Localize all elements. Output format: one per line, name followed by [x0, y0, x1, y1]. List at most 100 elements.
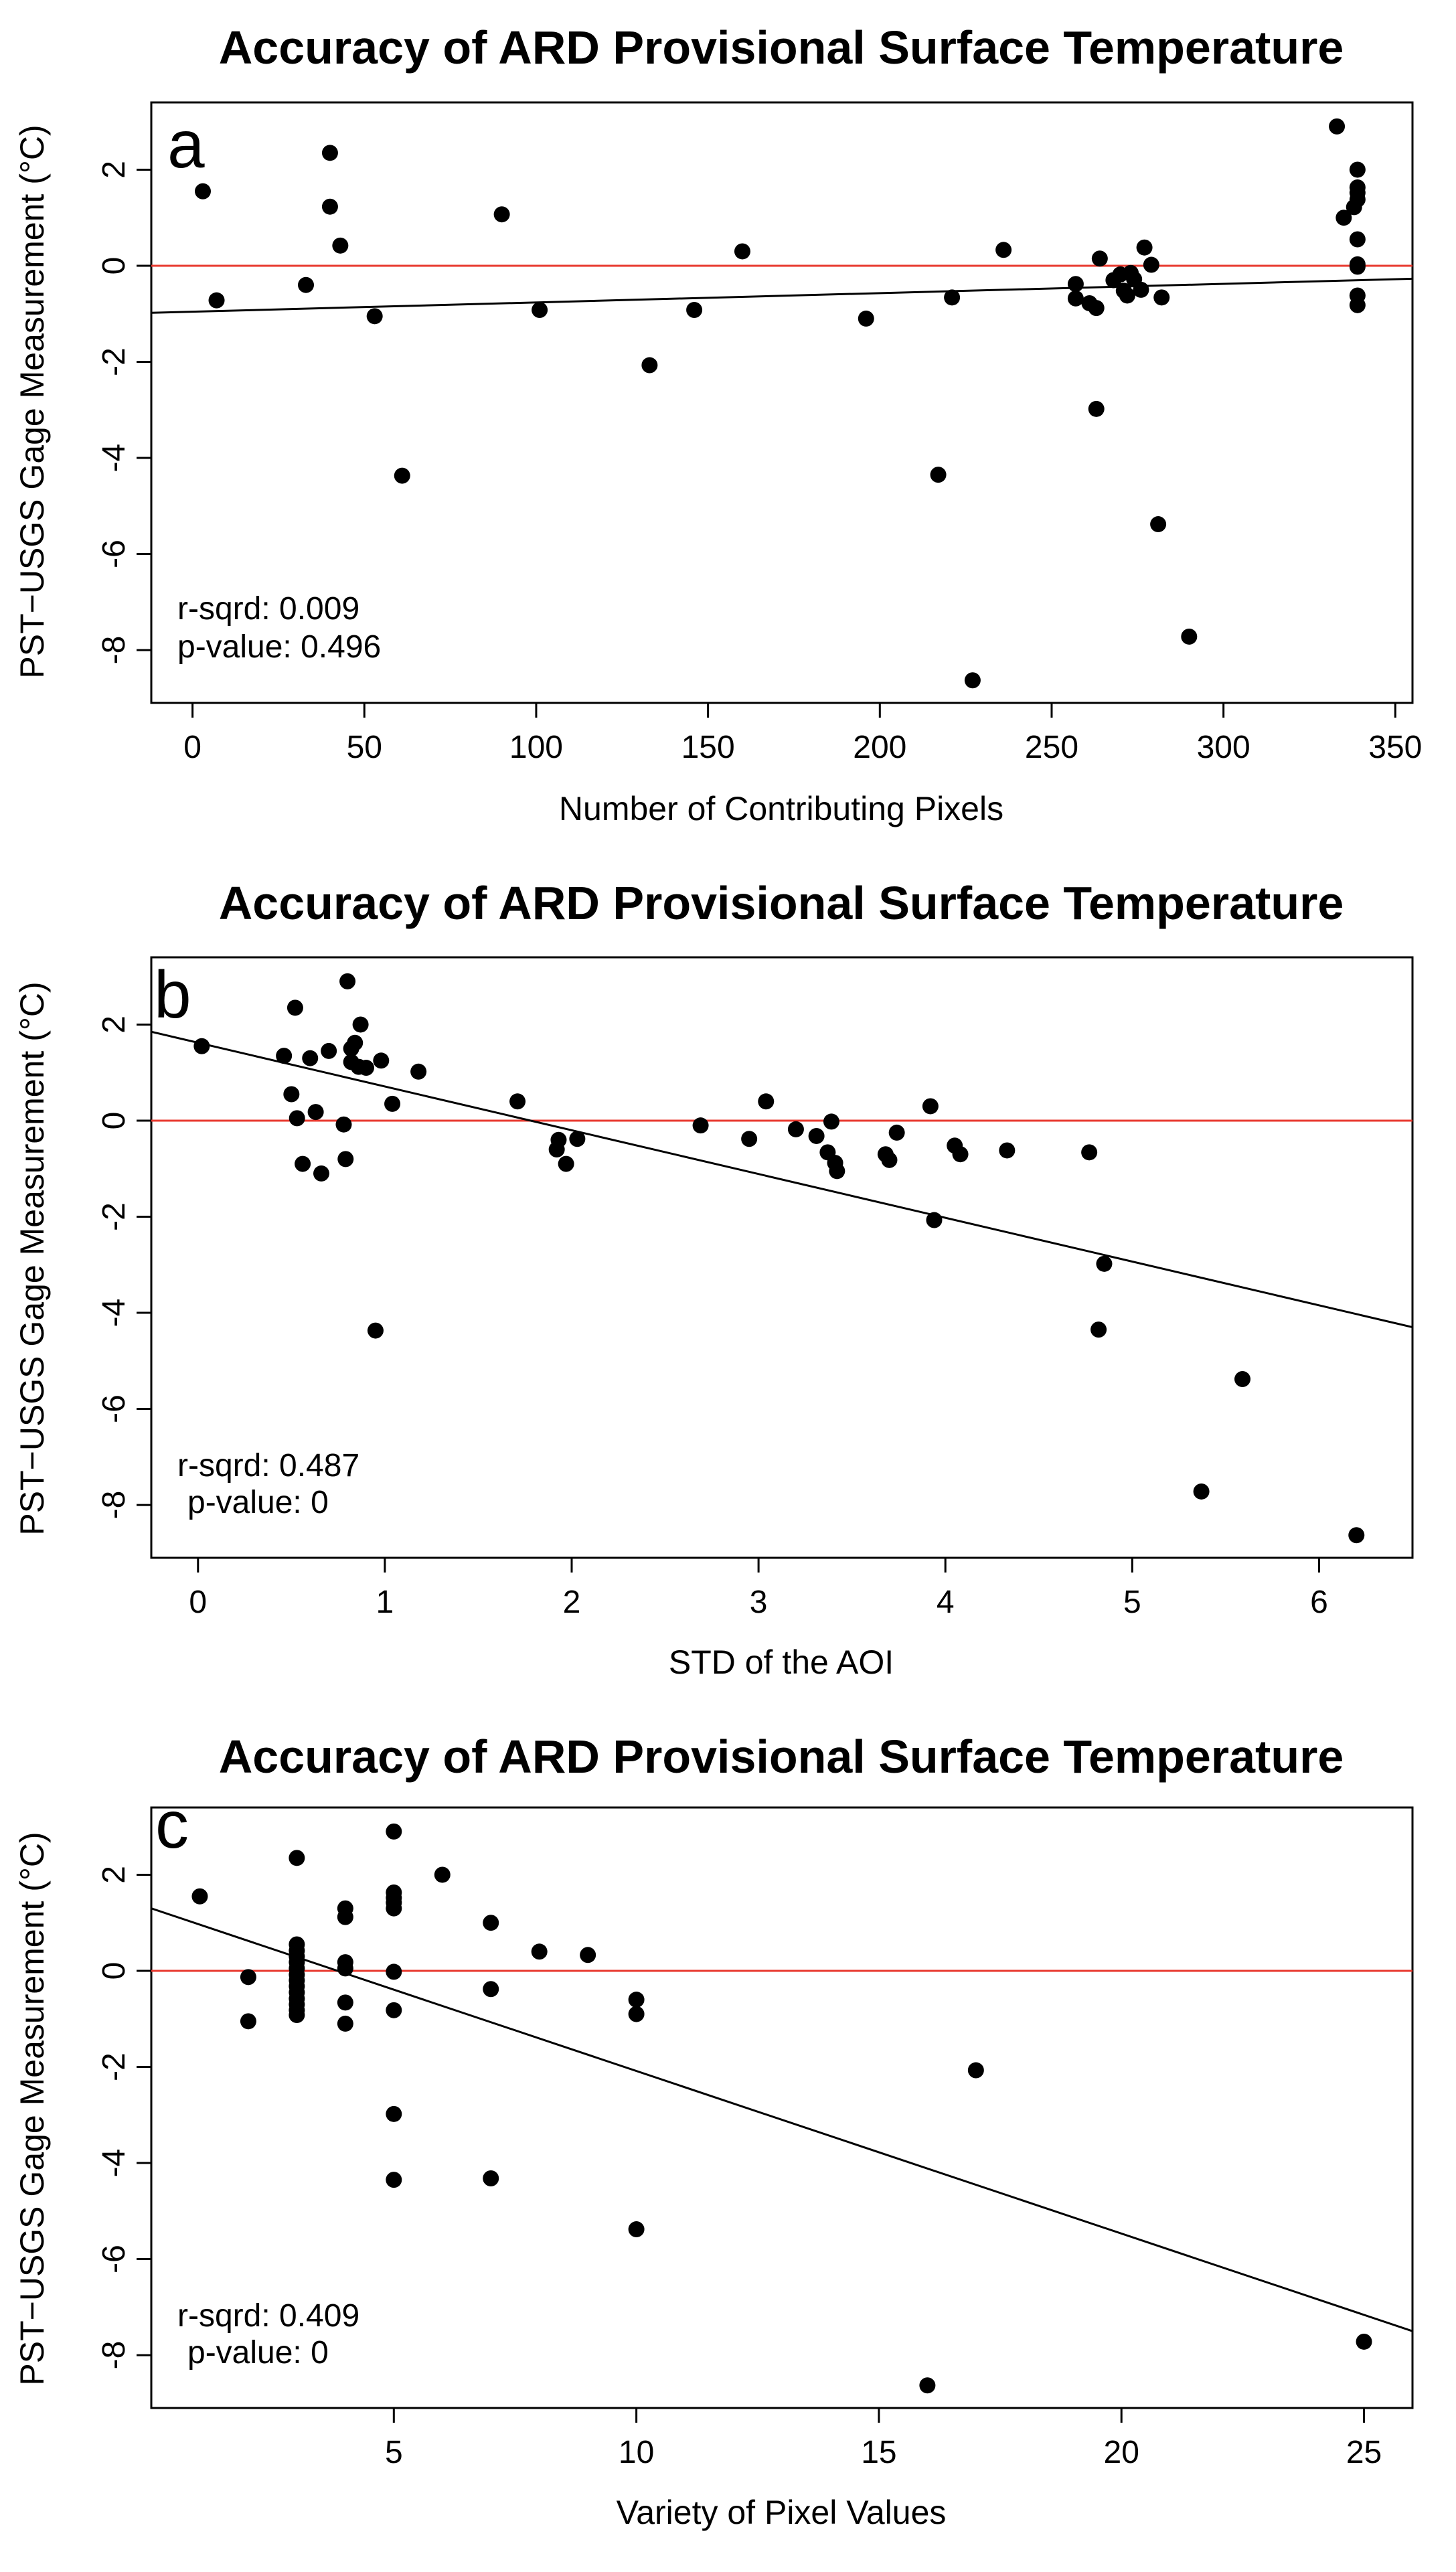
panel-a-point-18	[1067, 276, 1084, 293]
panel-b-lines	[151, 1030, 1412, 1329]
panel-a-y-tick-label-5: -8	[96, 636, 132, 665]
panel-c-point-28	[386, 1963, 402, 1980]
panel-a-point-31	[1136, 239, 1153, 256]
panel-c-point-22	[337, 2015, 353, 2032]
panel-a-point-21	[1088, 300, 1105, 317]
panel-a-x-tick-label-3: 150	[681, 730, 735, 765]
panel-b-point-44	[999, 1142, 1016, 1159]
panel-a-x-tick-label-7: 350	[1368, 730, 1422, 765]
panel-b-x-axis-label: STD of the AOI	[669, 1643, 894, 1681]
panel-b-point-29	[741, 1131, 758, 1147]
panel-c-point-20	[337, 1960, 353, 1977]
panel-a-ticks: 0 50 100 150 200 250 300 350 2 0 -2 -4 -6 -8	[96, 161, 1422, 765]
panel-c-title: Accuracy of ARD Provisional Surface Temp…	[219, 1731, 1344, 1783]
panel-b-point-38	[881, 1151, 898, 1168]
panel-c-point-32	[434, 1866, 451, 1883]
panel-a-point-33	[1150, 516, 1167, 533]
panel-b-letter: b	[154, 957, 191, 1032]
panel-b-point-48	[1193, 1483, 1210, 1500]
panel-a-point-41	[1349, 179, 1366, 196]
panel-a-point-6	[366, 308, 383, 325]
panel-b-y-tick-label-3: -4	[96, 1299, 132, 1328]
panel-b-point-27	[569, 1131, 586, 1147]
panel-a-plot-frame	[150, 101, 1414, 704]
panel-c-point-30	[386, 2105, 402, 2122]
panel-b-y-tick-label-0: 2	[96, 1016, 132, 1034]
panel-c-point-40	[628, 2221, 645, 2238]
panel-b-point-17	[352, 1016, 369, 1033]
panel-a-x-tick-label-4: 200	[853, 730, 906, 765]
panel-b-plot-frame	[150, 956, 1414, 1559]
panel-b: Accuracy of ARD Provisional Surface Temp…	[13, 877, 1414, 1681]
panel-c-point-35	[483, 2170, 499, 2186]
panel-a-r-sqrd: r-sqrd: 0.009	[177, 591, 359, 627]
panel-a-point-42	[1349, 161, 1366, 178]
panel-a-point-13	[858, 310, 874, 327]
panel-c-point-42	[967, 2062, 984, 2079]
panel-c-point-0	[191, 1888, 208, 1905]
panel-c-point-33	[483, 1915, 499, 1931]
panel-a-point-2	[298, 276, 315, 293]
panel-a-point-11	[686, 302, 703, 319]
panel-c-x-tick-label-2: 15	[861, 2435, 896, 2470]
panel-b-ticks: 0 1 2 3 4 5 6 2 0 -2 -4 -6 -8	[96, 1016, 1328, 1620]
panel-a-point-36	[1329, 118, 1346, 135]
panel-b-fit-line	[151, 1030, 1412, 1329]
panel-a-y-tick-label-3: -4	[96, 444, 132, 473]
panel-a-point-15	[944, 289, 961, 306]
panel-b-point-43	[952, 1146, 969, 1163]
panel-b-point-22	[410, 1063, 427, 1080]
panel-b-x-tick-label-4: 4	[937, 1585, 955, 1620]
panel-b-point-47	[1096, 1255, 1113, 1272]
panel-c-y-tick-label-2: -2	[96, 2053, 132, 2081]
panel-b-point-41	[926, 1212, 943, 1228]
panel-b-x-tick-label-2: 2	[563, 1585, 581, 1620]
panel-c-p-value: p-value: 0	[187, 2335, 329, 2370]
panel-a-y-tick-label-2: -2	[96, 347, 132, 376]
panel-a-point-47	[1349, 297, 1366, 313]
panel-a-point-14	[930, 467, 947, 483]
panel-a-point-43	[1349, 231, 1366, 248]
panel-b-y-axis-label: PST−USGS Gage Measurement (°C)	[13, 981, 51, 1535]
panel-c-points	[191, 1823, 1372, 2394]
panel-b-point-45	[1081, 1144, 1098, 1161]
panel-a-y-tick-label-0: 2	[96, 161, 132, 179]
panel-b-point-49	[1234, 1371, 1251, 1388]
panel-b-point-40	[922, 1098, 939, 1115]
panel-c-point-27	[386, 1900, 402, 1917]
panel-b-point-1	[276, 1048, 293, 1064]
panel-c-point-21	[337, 1994, 353, 2011]
panel-a-x-axis-label: Number of Contributing Pixels	[559, 790, 1003, 827]
panel-a-title: Accuracy of ARD Provisional Surface Temp…	[219, 21, 1344, 74]
panel-a-point-4	[321, 198, 338, 215]
panel-c-point-34	[483, 1981, 499, 1998]
panel-a-point-1	[208, 292, 225, 309]
panel-a: Accuracy of ARD Provisional Surface Temp…	[13, 21, 1422, 827]
panel-a-point-7	[394, 467, 410, 484]
panel-b-point-19	[367, 1322, 384, 1339]
panel-b-y-tick-label-4: -6	[96, 1394, 132, 1423]
panel-b-point-9	[321, 1042, 337, 1059]
panel-c-letter: c	[155, 1787, 189, 1862]
panel-b-point-18	[357, 1060, 374, 1076]
panel-c-point-39	[628, 2006, 645, 2022]
panel-b-point-15	[347, 1034, 363, 1051]
panel-b-point-20	[373, 1052, 390, 1069]
panel-a-x-tick-label-1: 50	[347, 730, 382, 765]
panel-a-point-9	[532, 302, 548, 319]
panel-b-point-25	[550, 1131, 567, 1148]
panel-b-x-tick-label-5: 5	[1123, 1585, 1141, 1620]
panel-b-point-31	[787, 1121, 804, 1137]
panel-a-point-27	[1119, 287, 1135, 304]
panel-a-point-10	[641, 357, 658, 374]
panel-b-x-tick-label-0: 0	[189, 1585, 207, 1620]
panel-c-point-36	[531, 1943, 548, 1960]
panel-a-point-34	[1153, 289, 1170, 306]
panel-b-x-tick-label-3: 3	[750, 1585, 768, 1620]
panel-b-point-11	[337, 1151, 354, 1168]
panel-c-x-tick-label-0: 5	[385, 2435, 403, 2470]
panel-c-y-tick-label-3: -4	[96, 2149, 132, 2178]
panel-b-x-tick-label-6: 6	[1310, 1585, 1328, 1620]
panel-b-points	[193, 973, 1365, 1544]
panel-c-y-tick-label-0: 2	[96, 1866, 132, 1884]
